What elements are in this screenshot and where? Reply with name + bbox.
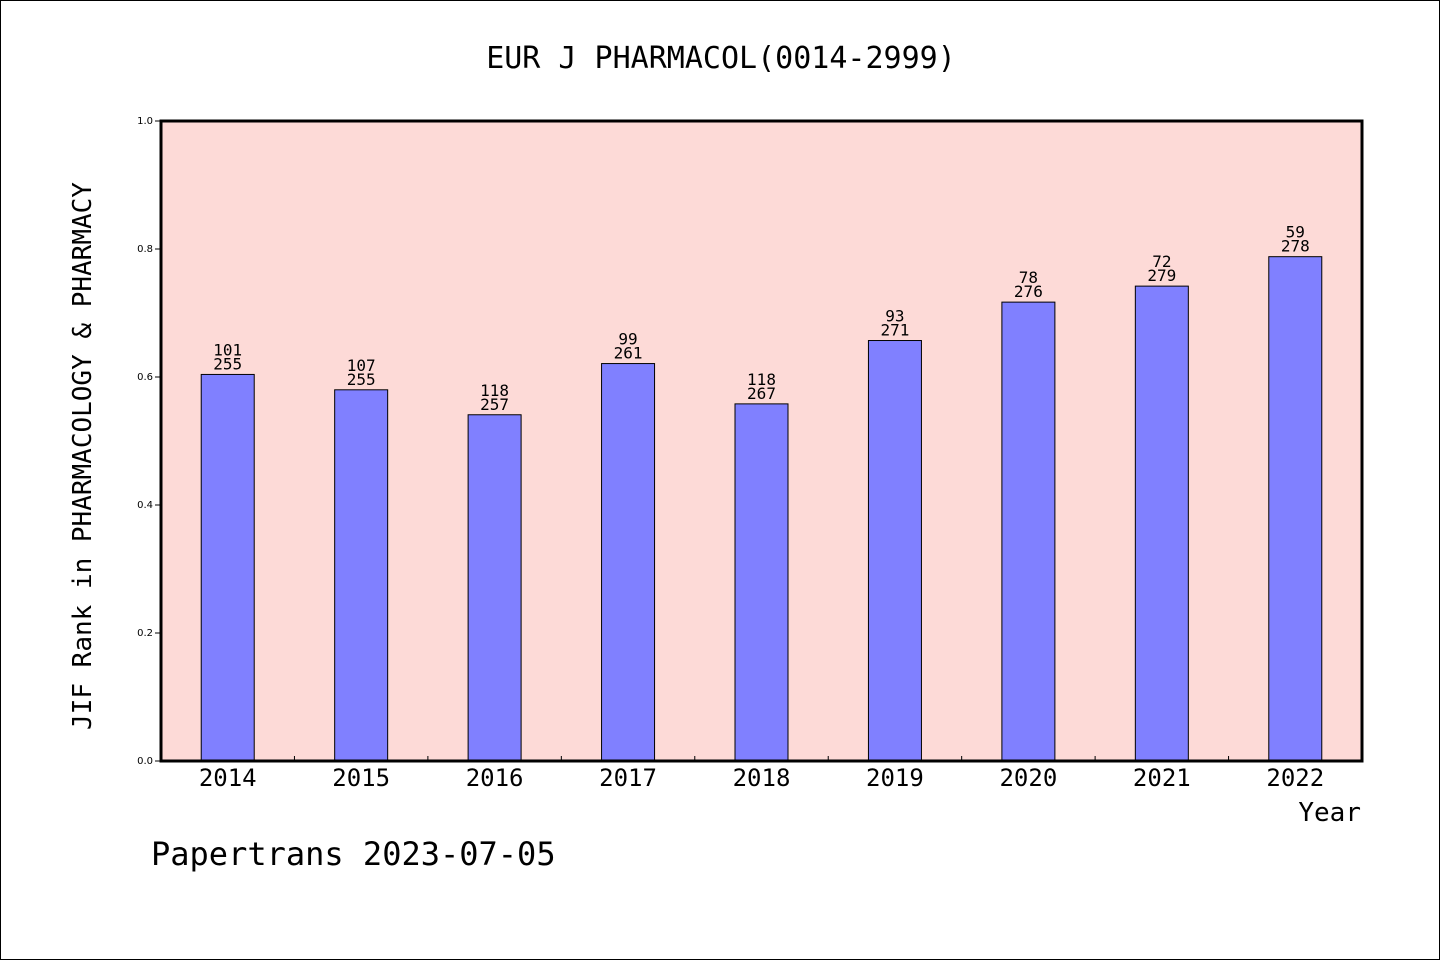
y-axis: 0.0 0.2 0.4 0.6 0.8 1.0 (137, 116, 161, 767)
x-axis-label: Year (1298, 798, 1361, 828)
y-tick-label: 0.2 (137, 628, 153, 639)
bar-total-label: 279 (1147, 266, 1176, 285)
y-tick-label: 1.0 (137, 116, 153, 127)
bar (1001, 301, 1056, 762)
x-tick-label: 2015 (332, 764, 390, 792)
bar-total-label: 271 (880, 321, 909, 340)
bar (1134, 285, 1189, 762)
x-axis: 2014 2015 2016 2017 2018 2019 2020 2021 2022 (199, 756, 1324, 792)
bar-total-label: 261 (614, 344, 643, 363)
bar-rank-label: 118 (747, 370, 776, 389)
bar (867, 340, 922, 762)
bar (467, 414, 522, 762)
bar-total-label: 278 (1281, 237, 1310, 256)
bar (200, 373, 255, 762)
plot-area-border (159, 119, 1364, 763)
footer-credit: Papertrans 2023-07-05 (151, 835, 556, 873)
bar-total-label: 267 (747, 384, 776, 403)
bar (1268, 256, 1323, 762)
bar-total-label: 257 (480, 395, 509, 414)
bar (601, 363, 656, 762)
bars-group (200, 256, 1323, 762)
x-tick-label: 2020 (999, 764, 1057, 792)
x-tick-label: 2014 (199, 764, 257, 792)
y-tick-label: 0.4 (137, 500, 153, 511)
bar-rank-label: 101 (213, 340, 242, 359)
bar-rank-label: 59 (1286, 223, 1305, 242)
y-tick-label: 0.8 (137, 244, 153, 255)
bar-rank-label: 99 (618, 330, 637, 349)
x-tick-label: 2017 (599, 764, 657, 792)
bar-total-label: 276 (1014, 282, 1043, 301)
x-tick-label: 2022 (1266, 764, 1324, 792)
y-tick-label: 0.0 (137, 756, 153, 767)
x-tick-label: 2019 (866, 764, 924, 792)
y-axis-label: JIF Rank in PHARMACOLOGY & PHARMACY (68, 182, 98, 730)
bar (334, 389, 389, 762)
bar-rank-label: 78 (1019, 268, 1038, 287)
x-tick-label: 2018 (733, 764, 791, 792)
y-tick-label: 0.6 (137, 372, 153, 383)
bar-total-label: 255 (347, 370, 376, 389)
bar-rank-label: 72 (1152, 252, 1171, 271)
bar-rank-label: 107 (347, 356, 376, 375)
x-tick-label: 2016 (466, 764, 524, 792)
x-tick-label: 2021 (1133, 764, 1191, 792)
bar-total-label: 255 (213, 354, 242, 373)
bar (734, 403, 789, 762)
chart-title: EUR J PHARMACOL(0014-2999) (486, 41, 956, 76)
bar-rank-label: 118 (480, 381, 509, 400)
bar-rank-label: 93 (885, 307, 904, 326)
